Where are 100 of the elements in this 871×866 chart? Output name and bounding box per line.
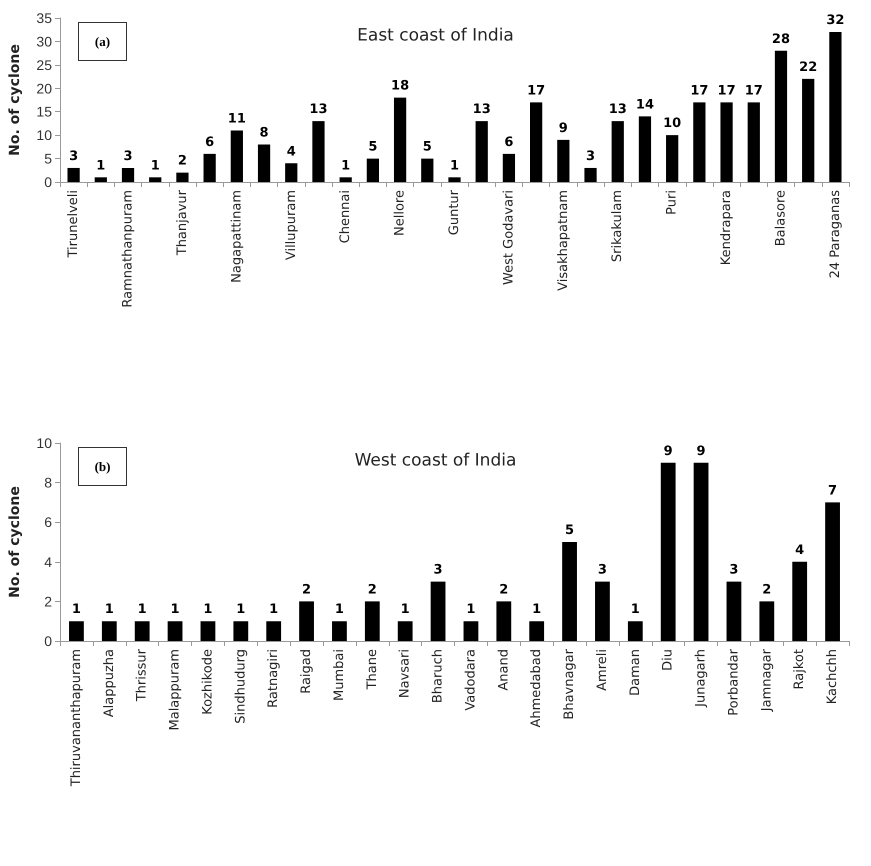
data-label: 13 — [608, 102, 627, 118]
y-tick-label: 4 — [44, 554, 52, 570]
bar — [825, 502, 840, 641]
x-tick-label: Villupuram — [284, 190, 299, 260]
text: West coast of India — [354, 450, 516, 470]
y-tick-label: 10 — [36, 127, 52, 144]
bar — [230, 130, 243, 182]
bar — [69, 621, 84, 641]
data-label: 3 — [729, 562, 738, 578]
data-label: 1 — [334, 602, 344, 618]
x-tick-label: Kendrapara — [719, 190, 734, 266]
data-label: 1 — [341, 158, 350, 174]
data-label: 13 — [309, 102, 328, 118]
x-tick-label: Junagarh — [694, 649, 709, 708]
text: East coast of India — [357, 26, 514, 46]
bar — [496, 601, 512, 641]
bar — [204, 154, 216, 182]
bar — [584, 168, 597, 182]
bar — [595, 582, 610, 641]
x-tick-label: Alappuzha — [102, 649, 117, 718]
bar — [299, 601, 314, 641]
bar — [67, 168, 80, 182]
x-tick-label: Raigad — [299, 649, 314, 694]
y-tick-label: 20 — [36, 80, 52, 96]
data-label: 32 — [826, 13, 844, 28]
bar — [102, 621, 117, 641]
bar — [233, 621, 248, 641]
y-tick-label: 25 — [36, 56, 52, 73]
x-tick-label: Thiruvananthapuram — [68, 649, 84, 788]
bar — [562, 542, 577, 641]
data-label: 1 — [466, 602, 476, 618]
x-tick-label: Nagapattinam — [229, 190, 244, 283]
bar — [122, 168, 134, 182]
bar — [340, 177, 352, 182]
data-label: 17 — [527, 83, 546, 98]
data-label: 2 — [302, 582, 312, 598]
x-tick-label: Bharuch — [430, 649, 446, 704]
bar — [266, 621, 282, 641]
bar — [312, 121, 325, 182]
bar — [168, 621, 182, 641]
x-tick-label: Daman — [628, 649, 643, 696]
data-label: 1 — [400, 602, 410, 618]
x-tick-label: Bhavnagar — [562, 648, 578, 720]
data-label: 5 — [422, 140, 432, 155]
data-label: 17 — [690, 83, 708, 98]
x-tick-label: Nellore — [392, 190, 408, 236]
bar — [802, 78, 814, 182]
data-label: 1 — [269, 602, 278, 618]
x-tick-label: Thanjavur — [174, 189, 190, 256]
data-label: 11 — [228, 111, 246, 126]
data-label: 1 — [450, 158, 460, 174]
data-label: 1 — [72, 602, 81, 618]
x-tick-label: Puri — [664, 190, 680, 215]
bar — [502, 154, 516, 182]
bar — [149, 177, 162, 182]
bar — [694, 462, 708, 641]
bar — [829, 32, 842, 182]
x-tick-label: Jamnagar — [759, 648, 774, 712]
y-tick-label: 6 — [44, 514, 52, 530]
data-label: 1 — [170, 602, 180, 618]
x-tick-label: 24 Paraganas — [828, 190, 843, 278]
data-label: 3 — [598, 562, 607, 578]
x-tick-label: Rajkot — [792, 649, 808, 690]
bar — [448, 177, 461, 182]
x-tick-label: Thrissur — [134, 648, 150, 702]
data-label: 9 — [558, 120, 568, 136]
data-label: 3 — [123, 148, 133, 164]
x-tick-label: Tirunelveli — [66, 190, 82, 259]
bar — [200, 621, 216, 641]
bar — [430, 582, 446, 641]
data-label: 3 — [434, 562, 443, 578]
bar — [394, 98, 406, 182]
bar — [720, 102, 733, 182]
x-tick-label: Mumbai — [332, 649, 347, 701]
x-tick-label: Vadodara — [463, 649, 478, 711]
data-label: 5 — [368, 140, 378, 155]
data-label: 9 — [696, 444, 706, 459]
data-label: 1 — [150, 158, 160, 174]
x-tick-label: Visakhapatnam — [556, 190, 571, 291]
x-tick-label: Malappuram — [168, 649, 183, 730]
data-label: 1 — [138, 602, 147, 618]
x-tick-label: Navsari — [398, 649, 413, 698]
y-axis-title: No. of cyclone — [7, 486, 23, 598]
data-label: 10 — [663, 116, 682, 132]
data-label: 8 — [260, 126, 269, 141]
data-label: 13 — [472, 102, 491, 118]
bar — [364, 601, 380, 641]
bar — [366, 158, 379, 182]
data-label: 22 — [799, 60, 818, 75]
bar — [258, 144, 270, 182]
data-label: 2 — [499, 582, 508, 598]
data-label: 14 — [636, 97, 654, 112]
x-tick-label: Guntur — [447, 189, 462, 236]
bar — [476, 121, 488, 182]
data-label: 7 — [828, 483, 838, 498]
x-tick-label: Kozhikode — [200, 649, 216, 715]
data-label: 3 — [586, 148, 596, 164]
data-label: 3 — [69, 148, 78, 164]
bar — [774, 50, 788, 182]
y-tick-label: 30 — [36, 33, 52, 50]
